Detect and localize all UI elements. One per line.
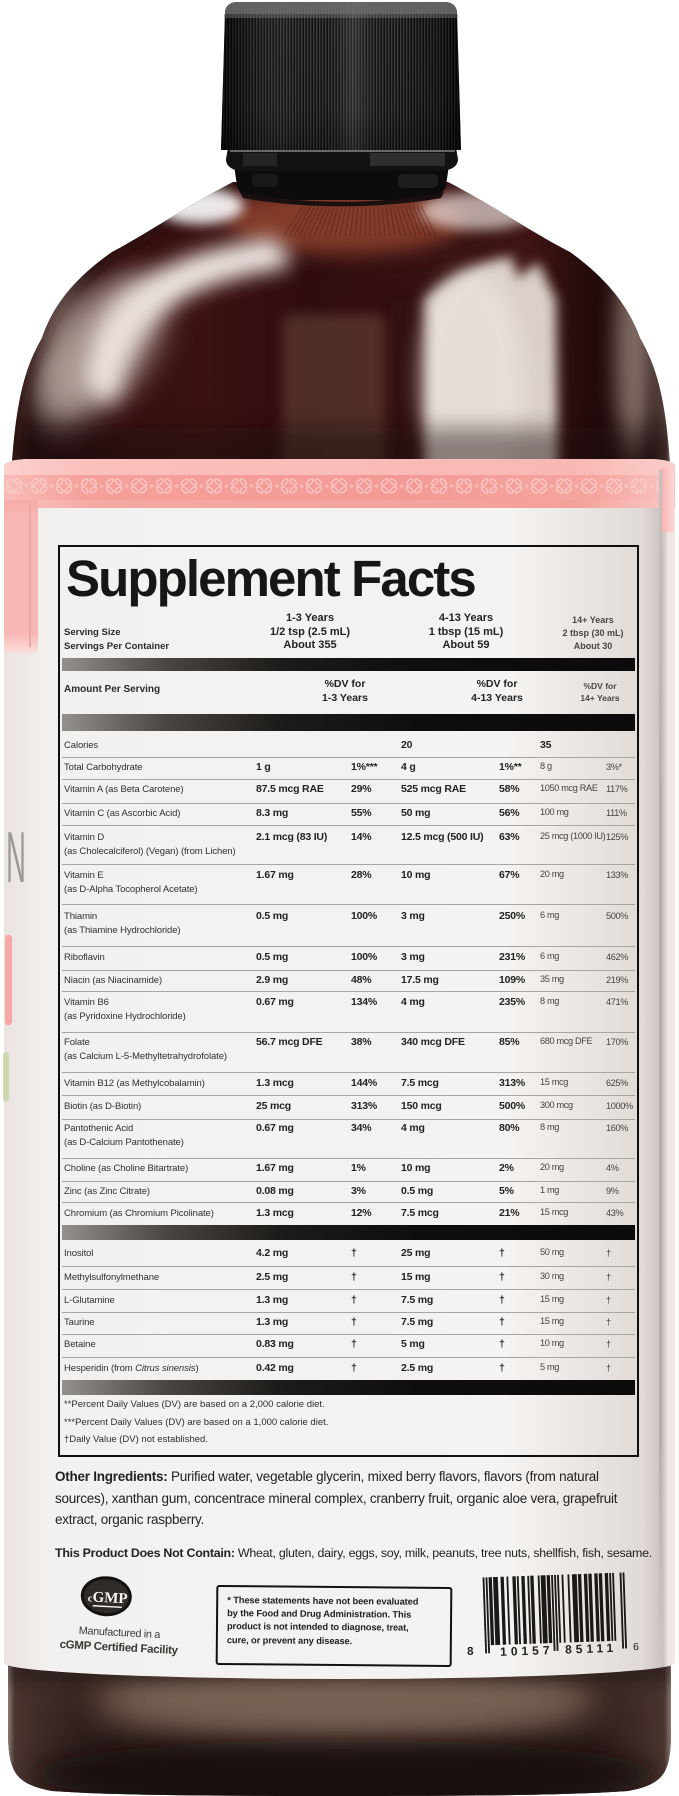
svg-text:cGMP: cGMP <box>87 1589 127 1607</box>
